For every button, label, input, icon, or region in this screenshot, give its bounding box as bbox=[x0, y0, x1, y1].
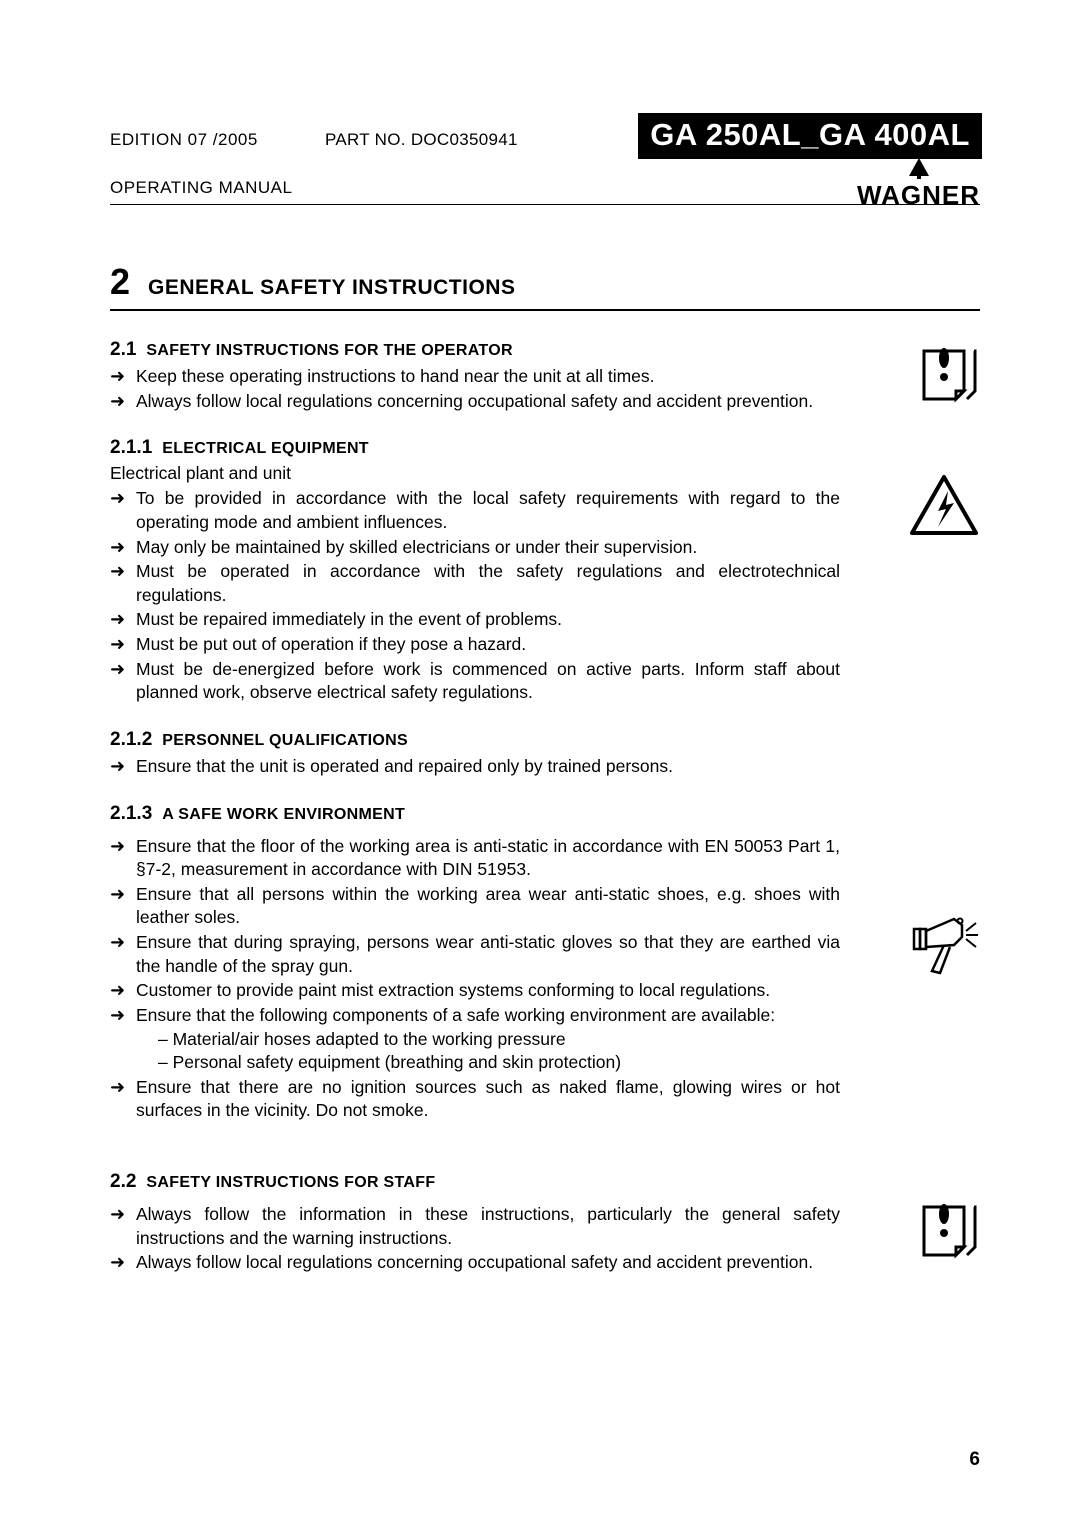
operating-manual-label: OPERATING MANUAL bbox=[110, 178, 292, 197]
wagner-logo: WAGNER bbox=[857, 158, 980, 211]
operating-manual-row: OPERATING MANUAL bbox=[110, 178, 980, 205]
list-item: ➜To be provided in accordance with the l… bbox=[110, 487, 840, 534]
list-item: ➜Always follow the information in these … bbox=[110, 1203, 840, 1250]
wagner-brand-text: WAGNER bbox=[857, 180, 980, 211]
electrical-hazard-icon bbox=[908, 473, 980, 539]
section-number: 2.2 bbox=[110, 1171, 136, 1193]
model-number-box: GA 250AL_GA 400AL bbox=[638, 113, 982, 159]
section-2-1-2: 2.1.2 PERSONNEL QUALIFICATIONS ➜Ensure t… bbox=[110, 729, 980, 779]
arrow-icon: ➜ bbox=[110, 931, 136, 978]
list-item: ➜May only be maintained by skilled elect… bbox=[110, 536, 840, 560]
arrow-icon: ➜ bbox=[110, 390, 136, 414]
section-title: PERSONNEL QUALIFICATIONS bbox=[162, 732, 408, 750]
sub-item: – Material/air hoses adapted to the work… bbox=[158, 1028, 840, 1052]
list-item: ➜Ensure that the floor of the working ar… bbox=[110, 835, 840, 882]
list-item: ➜Must be de-energized before work is com… bbox=[110, 658, 840, 705]
arrow-icon: ➜ bbox=[110, 560, 136, 607]
section-number: 2.1.1 bbox=[110, 437, 152, 459]
arrow-icon: ➜ bbox=[110, 365, 136, 389]
section-title: SAFETY INSTRUCTIONS FOR STAFF bbox=[146, 1174, 435, 1192]
page-number: 6 bbox=[969, 1449, 980, 1471]
spray-gun-icon bbox=[910, 911, 980, 981]
list-item: ➜Always follow local regulations concern… bbox=[110, 1251, 840, 1275]
wagner-triangle-icon bbox=[905, 158, 933, 180]
part-number-text: PART NO. DOC0350941 bbox=[325, 130, 518, 150]
manual-warning-icon bbox=[918, 1199, 980, 1261]
list-item: ➜Customer to provide paint mist extracti… bbox=[110, 979, 840, 1003]
section-title: A SAFE WORK ENVIRONMENT bbox=[162, 806, 405, 824]
intro-text: Electrical plant and unit bbox=[110, 463, 980, 484]
list-item: ➜Ensure that the unit is operated and re… bbox=[110, 755, 840, 779]
arrow-icon: ➜ bbox=[110, 1004, 136, 1075]
chapter-heading: 2 GENERAL SAFETY INSTRUCTIONS bbox=[110, 261, 980, 311]
arrow-icon: ➜ bbox=[110, 633, 136, 657]
section-number: 2.1.3 bbox=[110, 803, 152, 825]
arrow-icon: ➜ bbox=[110, 1076, 136, 1123]
list-item: ➜Ensure that during spraying, persons we… bbox=[110, 931, 840, 978]
arrow-icon: ➜ bbox=[110, 755, 136, 779]
list-item: ➜Ensure that all persons within the work… bbox=[110, 883, 840, 930]
section-number: 2.1 bbox=[110, 339, 136, 361]
arrow-icon: ➜ bbox=[110, 1251, 136, 1275]
list-item: ➜Must be operated in accordance with the… bbox=[110, 560, 840, 607]
chapter-title: GENERAL SAFETY INSTRUCTIONS bbox=[148, 276, 515, 300]
arrow-icon: ➜ bbox=[110, 608, 136, 632]
list-item: ➜Always follow local regulations concern… bbox=[110, 390, 840, 414]
arrow-icon: ➜ bbox=[110, 883, 136, 930]
section-number: 2.1.2 bbox=[110, 729, 152, 751]
chapter-number: 2 bbox=[110, 261, 130, 303]
arrow-icon: ➜ bbox=[110, 487, 136, 534]
arrow-icon: ➜ bbox=[110, 1203, 136, 1250]
list-item: ➜Must be repaired immediately in the eve… bbox=[110, 608, 840, 632]
section-2-1: 2.1 SAFETY INSTRUCTIONS FOR THE OPERATOR… bbox=[110, 339, 980, 413]
section-2-2: 2.2 SAFETY INSTRUCTIONS FOR STAFF ➜Alway… bbox=[110, 1171, 980, 1275]
arrow-icon: ➜ bbox=[110, 979, 136, 1003]
section-title: SAFETY INSTRUCTIONS FOR THE OPERATOR bbox=[146, 342, 512, 360]
sub-item: – Personal safety equipment (breathing a… bbox=[158, 1051, 840, 1075]
section-title: ELECTRICAL EQUIPMENT bbox=[162, 440, 369, 458]
section-2-1-3: 2.1.3 A SAFE WORK ENVIRONMENT ➜Ensure th… bbox=[110, 803, 980, 1124]
list-item: ➜Ensure that the following components of… bbox=[110, 1004, 840, 1075]
section-2-1-1: 2.1.1 ELECTRICAL EQUIPMENT Electrical pl… bbox=[110, 437, 980, 705]
edition-text: EDITION 07 /2005 bbox=[110, 130, 325, 150]
list-item: ➜Ensure that there are no ignition sourc… bbox=[110, 1076, 840, 1123]
list-item: ➜Must be put out of operation if they po… bbox=[110, 633, 840, 657]
arrow-icon: ➜ bbox=[110, 835, 136, 882]
list-item: ➜Keep these operating instructions to ha… bbox=[110, 365, 840, 389]
arrow-icon: ➜ bbox=[110, 536, 136, 560]
manual-warning-icon bbox=[918, 343, 980, 405]
arrow-icon: ➜ bbox=[110, 658, 136, 705]
